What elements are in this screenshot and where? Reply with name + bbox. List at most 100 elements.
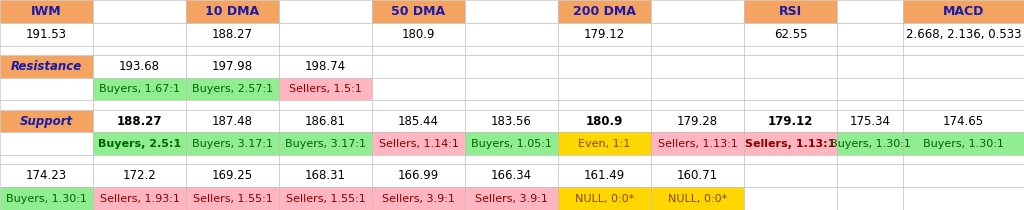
FancyBboxPatch shape <box>903 0 1024 23</box>
FancyBboxPatch shape <box>372 187 465 210</box>
Text: Sellers, 1.5:1: Sellers, 1.5:1 <box>289 84 361 94</box>
FancyBboxPatch shape <box>744 100 837 110</box>
FancyBboxPatch shape <box>93 164 186 187</box>
FancyBboxPatch shape <box>0 110 93 133</box>
FancyBboxPatch shape <box>903 23 1024 46</box>
FancyBboxPatch shape <box>651 133 744 155</box>
Text: 188.27: 188.27 <box>212 28 253 41</box>
FancyBboxPatch shape <box>903 100 1024 110</box>
Text: 2.668, 2.136, 0.533: 2.668, 2.136, 0.533 <box>906 28 1021 41</box>
FancyBboxPatch shape <box>837 100 903 110</box>
Text: 179.12: 179.12 <box>584 28 625 41</box>
FancyBboxPatch shape <box>837 164 903 187</box>
FancyBboxPatch shape <box>558 23 651 46</box>
Text: 169.25: 169.25 <box>212 169 253 182</box>
FancyBboxPatch shape <box>372 164 465 187</box>
FancyBboxPatch shape <box>837 155 903 164</box>
FancyBboxPatch shape <box>279 187 372 210</box>
FancyBboxPatch shape <box>465 155 558 164</box>
FancyBboxPatch shape <box>837 133 903 155</box>
FancyBboxPatch shape <box>744 155 837 164</box>
FancyBboxPatch shape <box>93 23 186 46</box>
Text: 166.34: 166.34 <box>490 169 532 182</box>
FancyBboxPatch shape <box>0 133 93 155</box>
FancyBboxPatch shape <box>372 110 465 133</box>
FancyBboxPatch shape <box>837 110 903 133</box>
FancyBboxPatch shape <box>744 23 837 46</box>
Text: Buyers, 3.17:1: Buyers, 3.17:1 <box>193 139 273 149</box>
FancyBboxPatch shape <box>279 46 372 55</box>
Text: 10 DMA: 10 DMA <box>206 5 259 18</box>
FancyBboxPatch shape <box>744 0 837 23</box>
FancyBboxPatch shape <box>744 133 837 155</box>
Text: 174.23: 174.23 <box>26 169 67 182</box>
FancyBboxPatch shape <box>558 110 651 133</box>
Text: 179.28: 179.28 <box>677 114 718 127</box>
Text: NULL, 0:0*: NULL, 0:0* <box>668 194 727 204</box>
FancyBboxPatch shape <box>186 110 279 133</box>
Text: 191.53: 191.53 <box>26 28 67 41</box>
Text: Even, 1:1: Even, 1:1 <box>579 139 631 149</box>
FancyBboxPatch shape <box>465 110 558 133</box>
FancyBboxPatch shape <box>0 46 93 55</box>
FancyBboxPatch shape <box>186 77 279 100</box>
FancyBboxPatch shape <box>558 155 651 164</box>
Text: 179.12: 179.12 <box>768 114 813 127</box>
FancyBboxPatch shape <box>372 155 465 164</box>
FancyBboxPatch shape <box>837 77 903 100</box>
Text: 161.49: 161.49 <box>584 169 625 182</box>
Text: 188.27: 188.27 <box>117 114 162 127</box>
Text: Buyers, 1.30:1: Buyers, 1.30:1 <box>829 139 910 149</box>
Text: Sellers, 1.55:1: Sellers, 1.55:1 <box>286 194 366 204</box>
FancyBboxPatch shape <box>558 55 651 77</box>
FancyBboxPatch shape <box>558 187 651 210</box>
Text: Buyers, 1.05:1: Buyers, 1.05:1 <box>471 139 552 149</box>
FancyBboxPatch shape <box>186 187 279 210</box>
Text: NULL, 0:0*: NULL, 0:0* <box>574 194 634 204</box>
Text: 175.34: 175.34 <box>850 114 891 127</box>
Text: 50 DMA: 50 DMA <box>391 5 445 18</box>
FancyBboxPatch shape <box>0 100 93 110</box>
Text: Sellers, 1.14:1: Sellers, 1.14:1 <box>379 139 459 149</box>
Text: 168.31: 168.31 <box>305 169 346 182</box>
FancyBboxPatch shape <box>558 133 651 155</box>
FancyBboxPatch shape <box>903 46 1024 55</box>
Text: 180.9: 180.9 <box>401 28 435 41</box>
FancyBboxPatch shape <box>837 46 903 55</box>
FancyBboxPatch shape <box>372 46 465 55</box>
Text: Sellers, 1.93:1: Sellers, 1.93:1 <box>99 194 179 204</box>
FancyBboxPatch shape <box>744 110 837 133</box>
FancyBboxPatch shape <box>903 164 1024 187</box>
FancyBboxPatch shape <box>465 23 558 46</box>
FancyBboxPatch shape <box>0 155 93 164</box>
FancyBboxPatch shape <box>558 164 651 187</box>
FancyBboxPatch shape <box>279 164 372 187</box>
FancyBboxPatch shape <box>744 55 837 77</box>
FancyBboxPatch shape <box>744 46 837 55</box>
Text: Support: Support <box>19 114 73 127</box>
FancyBboxPatch shape <box>465 133 558 155</box>
FancyBboxPatch shape <box>0 187 93 210</box>
Text: IWM: IWM <box>31 5 61 18</box>
Text: 160.71: 160.71 <box>677 169 718 182</box>
Text: 62.55: 62.55 <box>774 28 807 41</box>
FancyBboxPatch shape <box>651 110 744 133</box>
FancyBboxPatch shape <box>558 0 651 23</box>
Text: 172.2: 172.2 <box>123 169 157 182</box>
FancyBboxPatch shape <box>279 110 372 133</box>
Text: Buyers, 2.5:1: Buyers, 2.5:1 <box>98 139 181 149</box>
Text: Buyers, 1.67:1: Buyers, 1.67:1 <box>99 84 180 94</box>
FancyBboxPatch shape <box>651 46 744 55</box>
FancyBboxPatch shape <box>837 55 903 77</box>
FancyBboxPatch shape <box>558 77 651 100</box>
FancyBboxPatch shape <box>558 46 651 55</box>
FancyBboxPatch shape <box>651 0 744 23</box>
FancyBboxPatch shape <box>279 155 372 164</box>
FancyBboxPatch shape <box>0 77 93 100</box>
FancyBboxPatch shape <box>372 0 465 23</box>
Text: Buyers, 1.30:1: Buyers, 1.30:1 <box>6 194 87 204</box>
Text: 187.48: 187.48 <box>212 114 253 127</box>
Text: 198.74: 198.74 <box>305 60 346 73</box>
Text: Sellers, 1.13:1: Sellers, 1.13:1 <box>657 139 737 149</box>
FancyBboxPatch shape <box>372 100 465 110</box>
